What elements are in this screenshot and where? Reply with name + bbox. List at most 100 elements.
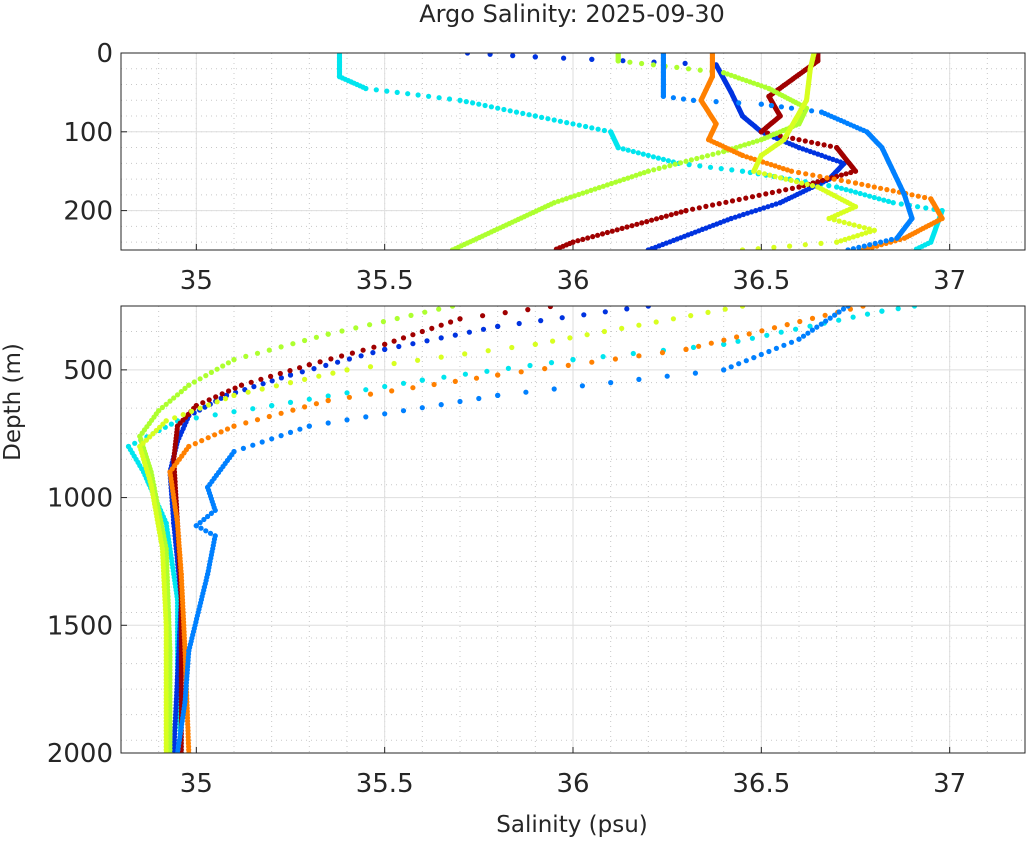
data-point — [838, 172, 845, 178]
data-point — [744, 210, 751, 216]
data-point — [736, 361, 742, 367]
data-point — [746, 141, 752, 147]
data-point — [513, 109, 520, 115]
data-point — [625, 175, 631, 181]
data-point — [667, 163, 673, 169]
data-point — [721, 341, 727, 347]
data-point — [871, 184, 877, 190]
data-point — [178, 389, 184, 395]
data-point — [567, 194, 574, 200]
data-point — [809, 108, 815, 114]
data-point — [564, 120, 570, 126]
upper-panel: 35 35.5 36 36.5 37 0 100 200 — [63, 39, 1026, 296]
data-point — [629, 223, 635, 229]
data-point — [620, 146, 626, 152]
data-point — [335, 359, 341, 365]
data-point — [457, 398, 463, 405]
data-point — [302, 337, 308, 344]
data-point — [297, 365, 303, 371]
data-point — [583, 123, 589, 130]
data-point — [231, 392, 237, 398]
data-point — [754, 138, 760, 144]
data-point — [532, 341, 538, 347]
data-point — [803, 171, 809, 177]
data-point — [848, 188, 854, 194]
data-point — [787, 243, 793, 249]
data-point — [637, 171, 643, 177]
data-point — [224, 426, 231, 432]
data-point — [325, 420, 331, 426]
data-point — [680, 96, 687, 102]
data-point — [651, 167, 657, 173]
data-point — [713, 99, 719, 105]
data-point — [915, 193, 921, 199]
data-point — [697, 163, 703, 169]
data-point — [482, 102, 488, 109]
data-point — [254, 350, 261, 356]
data-point — [913, 246, 919, 250]
data-point — [804, 181, 810, 187]
data-point — [612, 356, 619, 362]
data-point — [600, 183, 606, 189]
data-point — [208, 369, 214, 375]
data-point — [200, 400, 206, 406]
data-point — [344, 367, 350, 373]
data-point — [620, 58, 626, 64]
data-point — [778, 104, 785, 110]
data-point — [758, 129, 764, 135]
data-point — [436, 95, 442, 101]
data-point — [832, 312, 838, 318]
data-point — [132, 440, 138, 446]
data-point — [777, 200, 783, 206]
data-point — [682, 60, 688, 66]
data-point — [721, 367, 727, 373]
data-point — [410, 341, 416, 347]
data-point — [776, 188, 782, 194]
data-point — [572, 193, 578, 199]
data-point — [205, 435, 211, 441]
data-point — [470, 100, 476, 106]
data-point — [370, 350, 376, 356]
data-point — [649, 217, 655, 223]
series-profile-4 — [137, 306, 456, 753]
upper-series-group — [336, 53, 945, 250]
data-point — [661, 164, 668, 170]
data-point — [855, 233, 861, 239]
data-point — [487, 53, 493, 57]
data-point — [881, 197, 887, 203]
lower-series-group — [125, 306, 918, 753]
data-point — [595, 126, 601, 132]
data-point — [736, 100, 742, 106]
series-profile-6 — [174, 306, 851, 753]
data-point — [153, 427, 159, 434]
data-point — [363, 85, 369, 92]
lower-x-tick-label: 35 — [180, 769, 213, 799]
data-point — [258, 376, 264, 382]
data-point — [757, 206, 763, 212]
data-point — [539, 114, 545, 120]
data-point — [140, 440, 146, 446]
data-point — [323, 362, 329, 368]
data-point — [344, 390, 350, 396]
data-point — [570, 357, 576, 363]
data-point — [861, 225, 867, 231]
data-point — [273, 383, 279, 389]
data-point — [742, 142, 748, 148]
data-point — [852, 189, 859, 195]
lower-x-tick-label: 37 — [933, 769, 966, 799]
data-point — [650, 62, 657, 68]
data-point — [751, 168, 757, 174]
data-point — [400, 335, 407, 341]
data-point — [733, 145, 739, 151]
data-point — [306, 396, 312, 402]
data-point — [182, 385, 188, 391]
data-point — [766, 348, 772, 355]
data-point — [575, 238, 581, 244]
data-point — [749, 209, 755, 215]
data-point — [716, 201, 722, 207]
data-point — [856, 244, 862, 250]
data-point — [429, 325, 435, 331]
data-point — [740, 211, 747, 218]
data-point — [736, 213, 743, 219]
data-point — [843, 187, 849, 193]
